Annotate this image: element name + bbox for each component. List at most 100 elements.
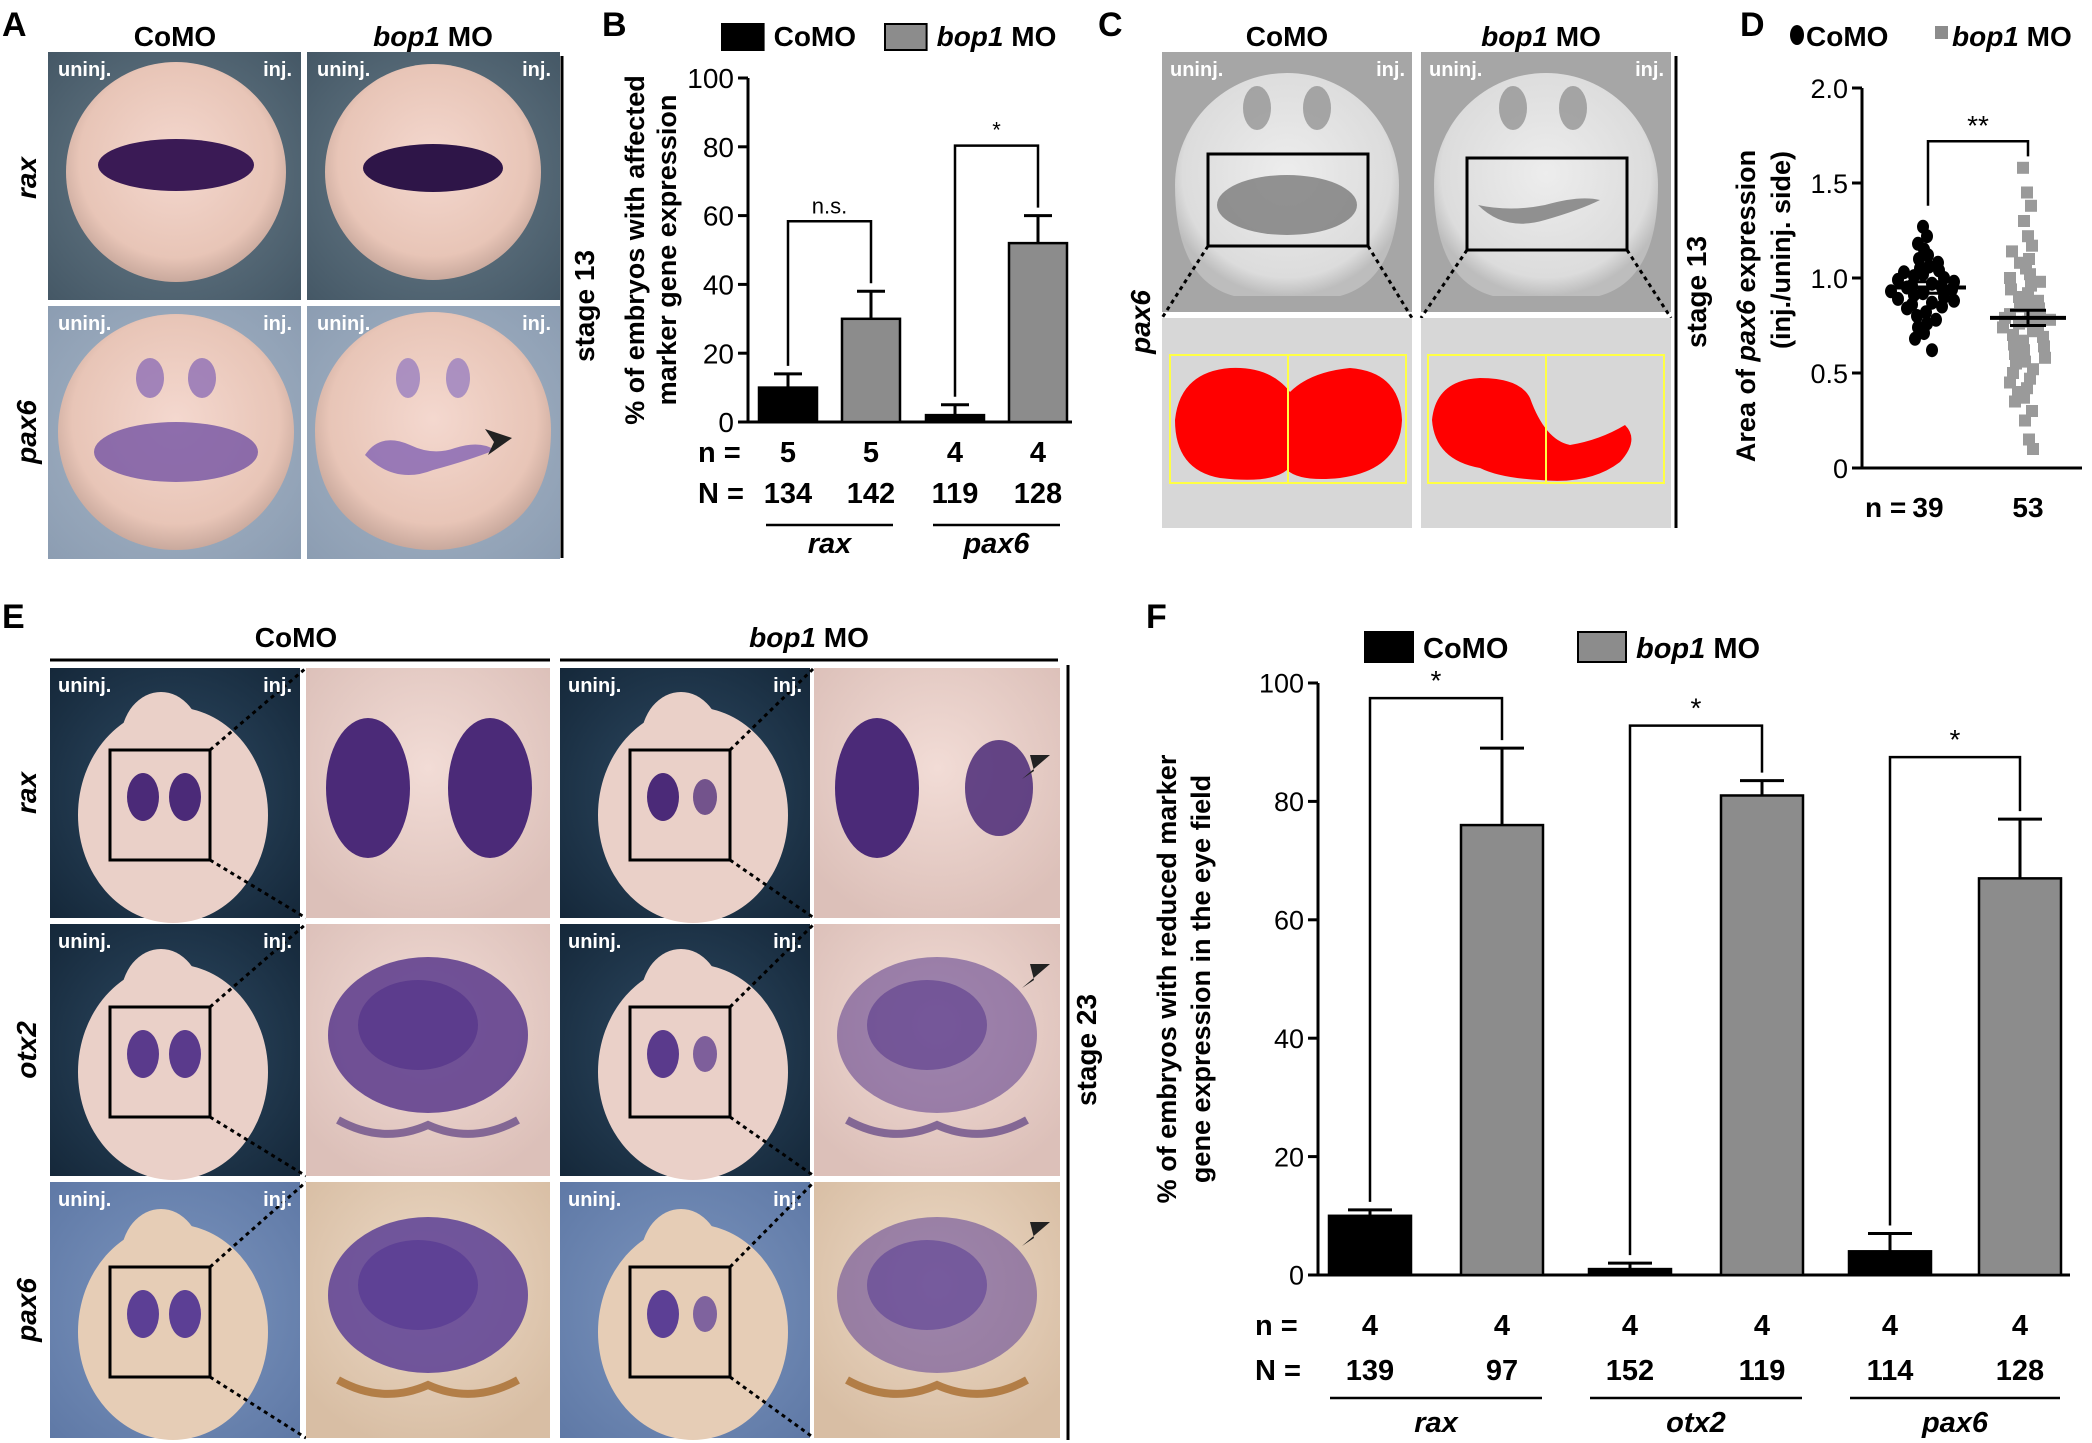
e-zoom-connector	[729, 858, 815, 920]
e-zoom-eye-right	[448, 718, 532, 858]
a-inj-2: inj.	[522, 59, 551, 81]
d-point-como	[1920, 305, 1932, 320]
e-zoom-connector	[209, 1180, 307, 1269]
panel-letter-d: D	[1740, 6, 1765, 44]
e-zoom-box	[108, 1005, 212, 1119]
d-point-como	[1930, 312, 1942, 327]
d-point-como	[1909, 331, 1921, 346]
d-point-como	[1948, 293, 1960, 308]
N-value: 134	[764, 478, 812, 510]
d-point-bop1	[2006, 245, 2018, 258]
legend-label: CoMO	[1423, 633, 1508, 665]
e-zoom-box	[108, 1265, 212, 1379]
panel-a-col-como: CoMO	[134, 21, 216, 52]
d-point-bop1	[2038, 340, 2050, 353]
y-tick-label: 40	[1274, 1024, 1304, 1054]
e-eye-stain-left	[647, 1290, 679, 1338]
e-zoom-stain-core	[867, 980, 987, 1070]
d-point-bop1	[2004, 272, 2016, 284]
bar-bop1-rax	[1459, 823, 1545, 1277]
d-point-como	[1922, 248, 1934, 263]
N-value: 114	[1867, 1355, 1914, 1387]
e-uninj-label: uninj.	[568, 931, 621, 953]
d-point-bop1	[2009, 395, 2021, 408]
e-arrowhead	[1022, 1222, 1050, 1246]
legend-label: bop1 MO	[1636, 633, 1760, 665]
d-point-como	[1921, 229, 1933, 244]
e-row-pax6: pax6	[11, 1278, 42, 1343]
e-eye-stain-left	[127, 773, 159, 821]
d-legend-como-marker	[1790, 25, 1804, 45]
c-col-bop1: bop1 MO	[1481, 21, 1601, 52]
N-value: 119	[1739, 1355, 1786, 1387]
a-inj-3: inj.	[263, 313, 292, 335]
d-point-bop1	[2009, 348, 2021, 360]
d-point-bop1	[2037, 330, 2049, 343]
y-axis-label: marker gene expression	[652, 95, 682, 406]
n-value: 4	[2012, 1310, 2028, 1342]
panel-e: E CoMO bop1 MO rax uninj. inj. uninj. inj. ot…	[2, 598, 1102, 1440]
n-value: 4	[1494, 1310, 1510, 1342]
legend-swatch	[884, 23, 928, 51]
e-embryo-head	[641, 949, 721, 1045]
d-legend-bop1: bop1 MO	[1952, 21, 2072, 52]
e-embryo-head	[121, 949, 201, 1045]
panel-letter-c: C	[1098, 6, 1123, 44]
e-zoom-box	[628, 1005, 732, 1119]
e-embryo-head	[641, 692, 721, 788]
d-significance-label: **	[1967, 110, 1989, 141]
d-y-tick-label: 1.0	[1810, 264, 1848, 294]
e-zoom-cement-gland	[845, 1376, 1029, 1398]
bar-como-pax6	[1847, 1250, 1933, 1277]
e-stage-label: stage 23	[1071, 994, 1102, 1106]
e-zoom-stain-core	[358, 1240, 478, 1330]
significance-label: *	[1950, 724, 1961, 755]
e-zoom-connector	[209, 922, 307, 1009]
significance-bracket	[786, 220, 873, 366]
a-inj-1: inj.	[263, 59, 292, 81]
N-value: 142	[847, 478, 895, 510]
e-col-como: CoMO	[255, 622, 337, 653]
N-value: 139	[1346, 1355, 1394, 1387]
e-col-bop1: bop1 MO	[749, 622, 869, 653]
e-zoom-connector	[729, 1375, 815, 1440]
c-inj-1: inj.	[1376, 59, 1405, 81]
e-inj-label: inj.	[263, 1189, 292, 1211]
group-label: pax6	[962, 528, 1030, 560]
e-eye-stain-right	[693, 779, 717, 815]
d-point-como	[1892, 291, 1904, 306]
panel-letter-e: E	[2, 598, 25, 636]
panel-b: B % of embryos with affected marker gene …	[602, 6, 1072, 560]
n-value: 5	[863, 437, 879, 469]
y-tick-label: 20	[1274, 1142, 1304, 1172]
a-row-rax: rax	[11, 156, 42, 199]
significance-label: *	[1431, 665, 1442, 696]
d-point-bop1	[2039, 351, 2051, 364]
e-zoom-stain-core	[358, 980, 478, 1070]
d-point-como	[1892, 272, 1904, 287]
significance-bracket	[953, 144, 1040, 397]
e-zoom-connector	[209, 858, 307, 920]
d-point-como	[1917, 267, 1929, 282]
panel-letter-f: F	[1146, 598, 1167, 636]
bar-bop1-otx2	[1719, 794, 1805, 1277]
e-uninj-label: uninj.	[58, 675, 111, 697]
N-value: 97	[1486, 1355, 1518, 1387]
e-eye-stain-right	[169, 773, 201, 821]
N-value: 119	[932, 478, 979, 510]
legend-label: CoMO	[774, 21, 856, 52]
n-value: 4	[1622, 1310, 1638, 1342]
y-tick-label: 80	[1274, 787, 1304, 817]
e-eye-stain-right	[693, 1296, 717, 1332]
bar-como-rax	[757, 386, 819, 424]
d-y-tick-label: 1.5	[1810, 169, 1848, 199]
d-point-bop1	[2008, 338, 2020, 351]
e-zoom-cement-gland	[336, 1376, 520, 1398]
e-inj-label: inj.	[263, 675, 292, 697]
d-point-bop1	[2007, 329, 2019, 341]
d-legend-bop1-marker	[1935, 26, 1948, 39]
d-ylabel-1: Area of pax6 expression	[1731, 150, 1761, 462]
d-point-como	[1901, 301, 1913, 316]
panel-a: A CoMO bop1 MO uninj. inj. uninj. inj. u…	[2, 6, 600, 559]
e-zoom-connector	[729, 1115, 815, 1178]
